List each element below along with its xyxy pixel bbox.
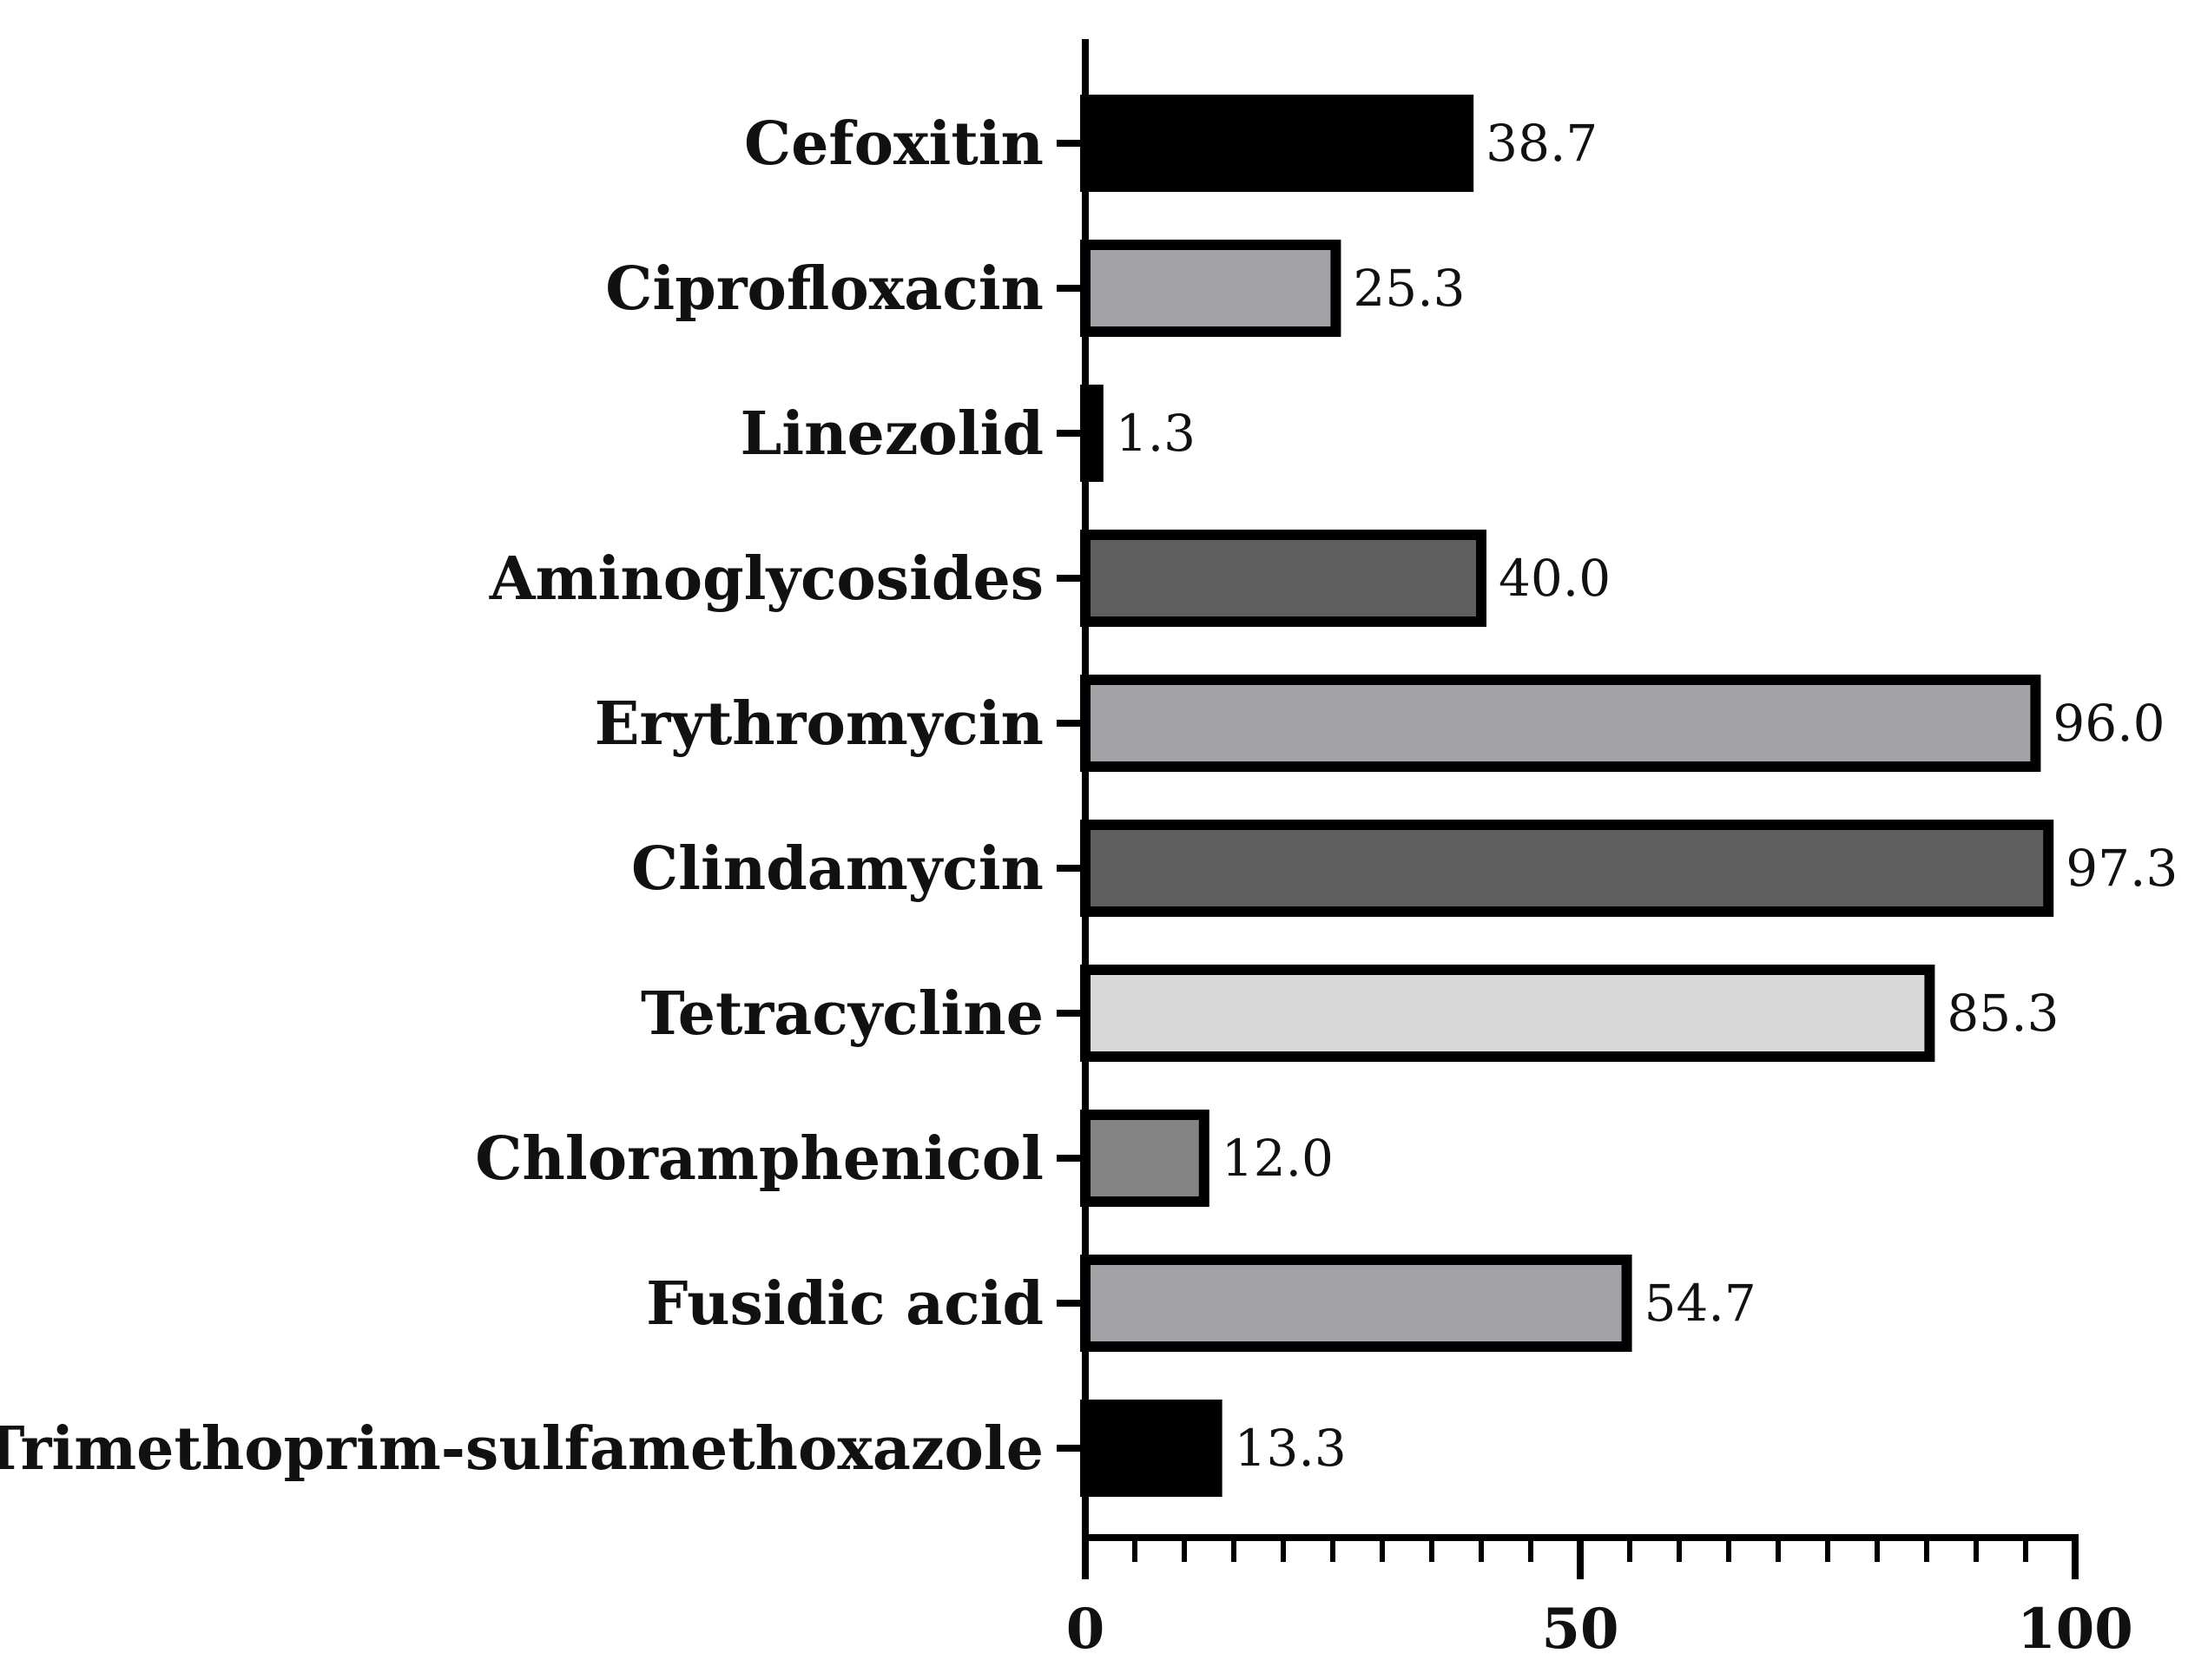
- category-label-aminoglycosides: Aminoglycosides: [489, 544, 1044, 614]
- value-label-linezolid: 1.3: [1116, 404, 1196, 463]
- x-tick-label-0: 0: [1066, 1597, 1105, 1662]
- x-tick-label-100: 100: [2017, 1597, 2133, 1662]
- bar-aminoglycosides: [1080, 530, 1486, 627]
- category-label-trimethoprim-sulfamethoxazole: Trimethoprim-sulfamethoxazole: [0, 1414, 1044, 1484]
- bars-group: [1080, 95, 2054, 1497]
- value-label-trimethoprim-sulfamethoxazole: 13.3: [1235, 1419, 1347, 1478]
- value-label-fusidic-acid: 54.7: [1644, 1274, 1756, 1333]
- category-label-erythromycin: Erythromycin: [595, 689, 1044, 759]
- category-label-cefoxitin: Cefoxitin: [744, 109, 1044, 179]
- value-labels-group: 38.7 25.3 1.3 40.0 96.0 97.3 85.3 12.0 54.7 13.3: [1116, 114, 2178, 1478]
- bar-ciprofloxacin: [1080, 240, 1341, 337]
- bar-erythromycin: [1080, 675, 2041, 772]
- bar-chloramphenicol: [1080, 1110, 1209, 1207]
- value-label-aminoglycosides: 40.0: [1499, 549, 1611, 608]
- value-label-clindamycin: 97.3: [2066, 839, 2178, 898]
- category-label-ciprofloxacin: Ciprofloxacin: [605, 254, 1044, 324]
- bar-fusidic-acid: [1080, 1255, 1632, 1352]
- x-axis: 0 50 100: [1066, 1534, 2133, 1662]
- category-label-linezolid: Linezolid: [740, 399, 1044, 469]
- bar-clindamycin: [1080, 820, 2054, 917]
- bar-cefoxitin: [1080, 95, 1474, 192]
- category-label-clindamycin: Clindamycin: [631, 834, 1044, 904]
- category-labels-group: Cefoxitin Ciprofloxacin Linezolid Aminoglyc…: [0, 109, 1044, 1484]
- x-tick-label-50: 50: [1541, 1597, 1618, 1662]
- value-label-cefoxitin: 38.7: [1486, 114, 1598, 173]
- bar-trimethoprim-sulfamethoxazole: [1080, 1400, 1223, 1497]
- y-axis: [1057, 39, 1089, 1541]
- category-label-tetracycline: Tetracycline: [641, 979, 1044, 1049]
- value-label-chloramphenicol: 12.0: [1222, 1129, 1334, 1188]
- value-label-erythromycin: 96.0: [2053, 694, 2165, 753]
- value-label-ciprofloxacin: 25.3: [1353, 259, 1465, 318]
- category-label-chloramphenicol: Chloramphenicol: [475, 1124, 1044, 1194]
- bar-tetracycline: [1080, 965, 1935, 1062]
- value-label-tetracycline: 85.3: [1947, 984, 2059, 1043]
- category-label-fusidic-acid: Fusidic acid: [646, 1269, 1044, 1339]
